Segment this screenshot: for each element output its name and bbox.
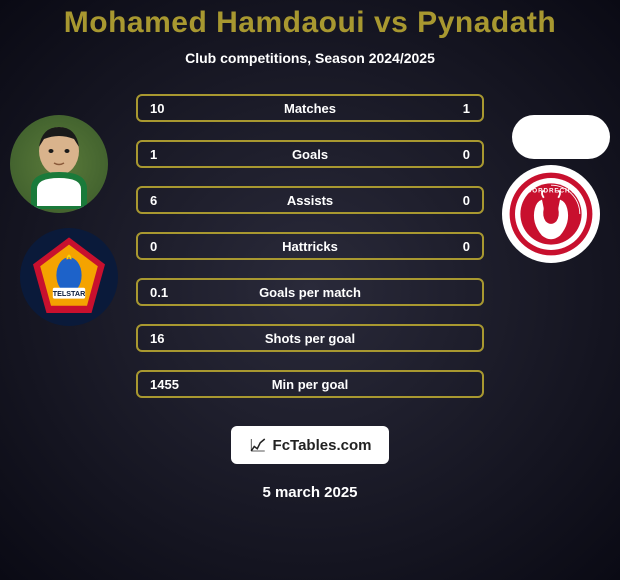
- page-title: Mohamed Hamdaoui vs Pynadath: [64, 6, 556, 40]
- date-text: 5 march 2025: [262, 484, 357, 501]
- left-player-avatar: [10, 115, 108, 213]
- source-badge[interactable]: FcTables.com: [231, 426, 390, 464]
- stat-left-value: 16: [150, 331, 164, 346]
- stat-row: 0 Hattricks 0: [136, 232, 484, 260]
- stat-label: Min per goal: [272, 377, 349, 392]
- stat-left-value: 10: [150, 101, 164, 116]
- stat-right-value: 0: [463, 147, 470, 162]
- stat-row: 1455 Min per goal: [136, 370, 484, 398]
- right-player-avatar: [512, 115, 610, 159]
- stat-label: Assists: [287, 193, 333, 208]
- stat-right-value: 0: [463, 193, 470, 208]
- stat-row: 16 Shots per goal: [136, 324, 484, 352]
- stat-row: 6 Assists 0: [136, 186, 484, 214]
- stat-left-value: 6: [150, 193, 157, 208]
- stat-right-value: 0: [463, 239, 470, 254]
- stat-label: Goals: [292, 147, 328, 162]
- subtitle: Club competitions, Season 2024/2025: [185, 50, 435, 66]
- stat-left-value: 1: [150, 147, 157, 162]
- stat-left-value: 0: [150, 239, 157, 254]
- dordrecht-crest-icon: DORDRECHT: [506, 169, 596, 259]
- stat-row: 1 Goals 0: [136, 140, 484, 168]
- left-club-crest: TELSTAR: [20, 228, 118, 326]
- chart-icon: [249, 436, 267, 454]
- right-club-crest: DORDRECHT: [502, 165, 600, 263]
- svg-text:DORDRECHT: DORDRECHT: [527, 187, 575, 194]
- telstar-crest-icon: TELSTAR: [24, 232, 114, 322]
- stat-row: 10 Matches 1: [136, 94, 484, 122]
- stat-left-value: 0.1: [150, 285, 168, 300]
- stat-left-value: 1455: [150, 377, 179, 392]
- player-face-icon: [24, 119, 94, 209]
- stat-row: 0.1 Goals per match: [136, 278, 484, 306]
- svg-text:TELSTAR: TELSTAR: [53, 289, 86, 298]
- stat-label: Goals per match: [259, 285, 361, 300]
- stat-right-value: 1: [463, 101, 470, 116]
- source-badge-text: FcTables.com: [273, 437, 372, 454]
- stat-label: Matches: [284, 101, 336, 116]
- stat-label: Shots per goal: [265, 331, 355, 346]
- stat-label: Hattricks: [282, 239, 338, 254]
